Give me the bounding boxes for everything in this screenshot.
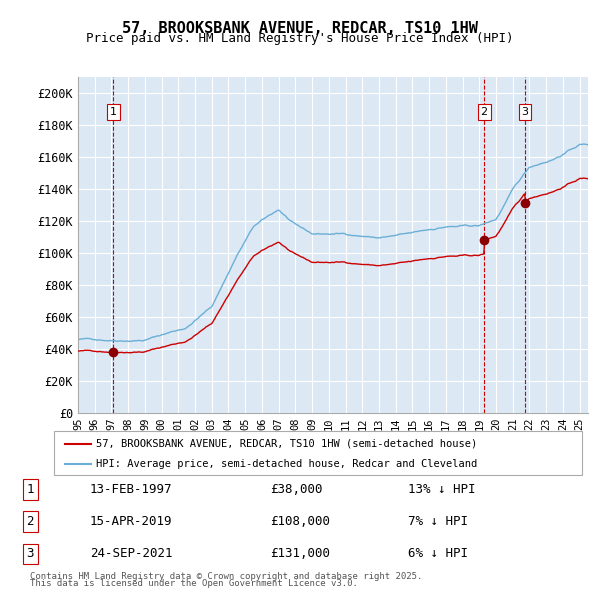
Text: 57, BROOKSBANK AVENUE, REDCAR, TS10 1HW (semi-detached house): 57, BROOKSBANK AVENUE, REDCAR, TS10 1HW … — [96, 439, 478, 449]
Text: £131,000: £131,000 — [270, 548, 330, 560]
Text: 1: 1 — [26, 483, 34, 496]
Text: 15-APR-2019: 15-APR-2019 — [90, 515, 173, 528]
Text: 24-SEP-2021: 24-SEP-2021 — [90, 548, 173, 560]
FancyBboxPatch shape — [54, 431, 582, 475]
Text: 57, BROOKSBANK AVENUE, REDCAR, TS10 1HW: 57, BROOKSBANK AVENUE, REDCAR, TS10 1HW — [122, 21, 478, 35]
Text: HPI: Average price, semi-detached house, Redcar and Cleveland: HPI: Average price, semi-detached house,… — [96, 459, 478, 469]
Text: 7% ↓ HPI: 7% ↓ HPI — [408, 515, 468, 528]
Text: 6% ↓ HPI: 6% ↓ HPI — [408, 548, 468, 560]
Text: 3: 3 — [521, 107, 529, 117]
Text: 2: 2 — [26, 515, 34, 528]
Text: 1: 1 — [110, 107, 117, 117]
Text: 2: 2 — [481, 107, 488, 117]
Text: £38,000: £38,000 — [270, 483, 323, 496]
Text: This data is licensed under the Open Government Licence v3.0.: This data is licensed under the Open Gov… — [30, 579, 358, 588]
Text: 13% ↓ HPI: 13% ↓ HPI — [408, 483, 476, 496]
Text: £108,000: £108,000 — [270, 515, 330, 528]
Text: Price paid vs. HM Land Registry's House Price Index (HPI): Price paid vs. HM Land Registry's House … — [86, 32, 514, 45]
Text: 3: 3 — [26, 548, 34, 560]
Text: 13-FEB-1997: 13-FEB-1997 — [90, 483, 173, 496]
Text: Contains HM Land Registry data © Crown copyright and database right 2025.: Contains HM Land Registry data © Crown c… — [30, 572, 422, 581]
